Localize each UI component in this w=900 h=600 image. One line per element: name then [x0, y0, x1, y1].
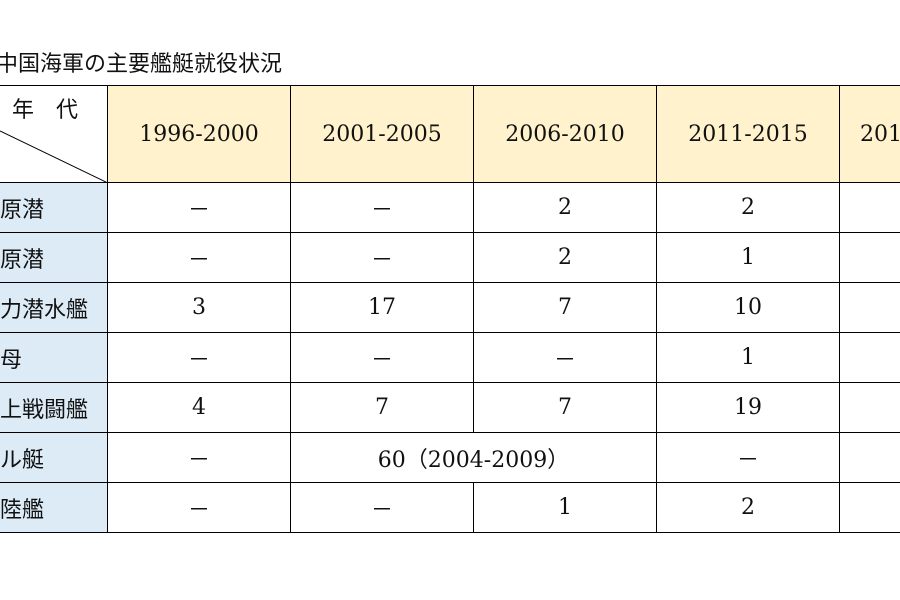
cell: 3	[107, 282, 291, 333]
empty-cell	[839, 432, 900, 483]
corner-label: 年 代	[12, 98, 79, 123]
column-header: 201	[839, 85, 900, 183]
cell: －	[107, 332, 291, 383]
cell: 2	[473, 182, 657, 233]
cell: －	[290, 232, 474, 283]
row-label: 陸艦	[0, 482, 108, 533]
table-row: ル艇－ 60（2004-2009）－	[0, 432, 900, 483]
cell: 7	[473, 282, 657, 333]
table-wrap: 年 代 1996-2000 2001-2005 2006-2010 2011-2…	[0, 85, 900, 545]
corner-cell: 年 代	[0, 85, 108, 183]
cell: －	[107, 482, 291, 533]
cell: －	[107, 182, 291, 233]
diagonal	[0, 130, 107, 182]
row-label: 原潜	[0, 232, 108, 283]
column-header: 2001-2005	[290, 85, 474, 183]
column-header: 1996-2000	[107, 85, 291, 183]
cell: －	[656, 432, 840, 483]
table: 年 代 1996-2000 2001-2005 2006-2010 2011-2…	[0, 85, 900, 533]
cell: －	[107, 432, 291, 483]
empty-cell	[839, 232, 900, 283]
row-label: 力潜水艦	[0, 282, 108, 333]
table-row: 力潜水艦 3 17 7 10	[0, 282, 900, 333]
cell: －	[290, 482, 474, 533]
cell: 7	[290, 382, 474, 433]
cell: 1	[656, 232, 840, 283]
row-label: 母	[0, 332, 108, 383]
table-row: 原潜－－ 2 1	[0, 232, 900, 283]
cell: 60（2004-2009）	[290, 432, 657, 483]
row-label: ル艇	[0, 432, 108, 483]
header-row: 年 代 1996-2000 2001-2005 2006-2010 2011-2…	[0, 85, 900, 183]
table-row: 原潜－－ 2 2	[0, 182, 900, 233]
title: 中国海軍の主要艦艇就役状況	[0, 52, 283, 77]
empty-cell	[839, 182, 900, 233]
cell: －	[290, 332, 474, 383]
cell: 1	[656, 332, 840, 383]
cell: 7	[473, 382, 657, 433]
cell: －	[107, 232, 291, 283]
cell: 2	[656, 482, 840, 533]
column-header: 2006-2010	[473, 85, 657, 183]
table-row: 陸艦－－ 1 2	[0, 482, 900, 533]
empty-cell	[839, 482, 900, 533]
row-label: 原潜	[0, 182, 108, 233]
cell: 10	[656, 282, 840, 333]
table-row: 母－－－ 1	[0, 332, 900, 383]
empty-cell	[839, 382, 900, 433]
column-header: 2011-2015	[656, 85, 840, 183]
empty-cell	[839, 332, 900, 383]
cell: 19	[656, 382, 840, 433]
cell: 17	[290, 282, 474, 333]
table-row: 上戦闘艦 4 7 7 19	[0, 382, 900, 433]
cell: 1	[473, 482, 657, 533]
cell: 2	[656, 182, 840, 233]
cell: －	[473, 332, 657, 383]
row-label: 上戦闘艦	[0, 382, 108, 433]
cell: 2	[473, 232, 657, 283]
cell: 4	[107, 382, 291, 433]
empty-cell	[839, 282, 900, 333]
cell: －	[290, 182, 474, 233]
